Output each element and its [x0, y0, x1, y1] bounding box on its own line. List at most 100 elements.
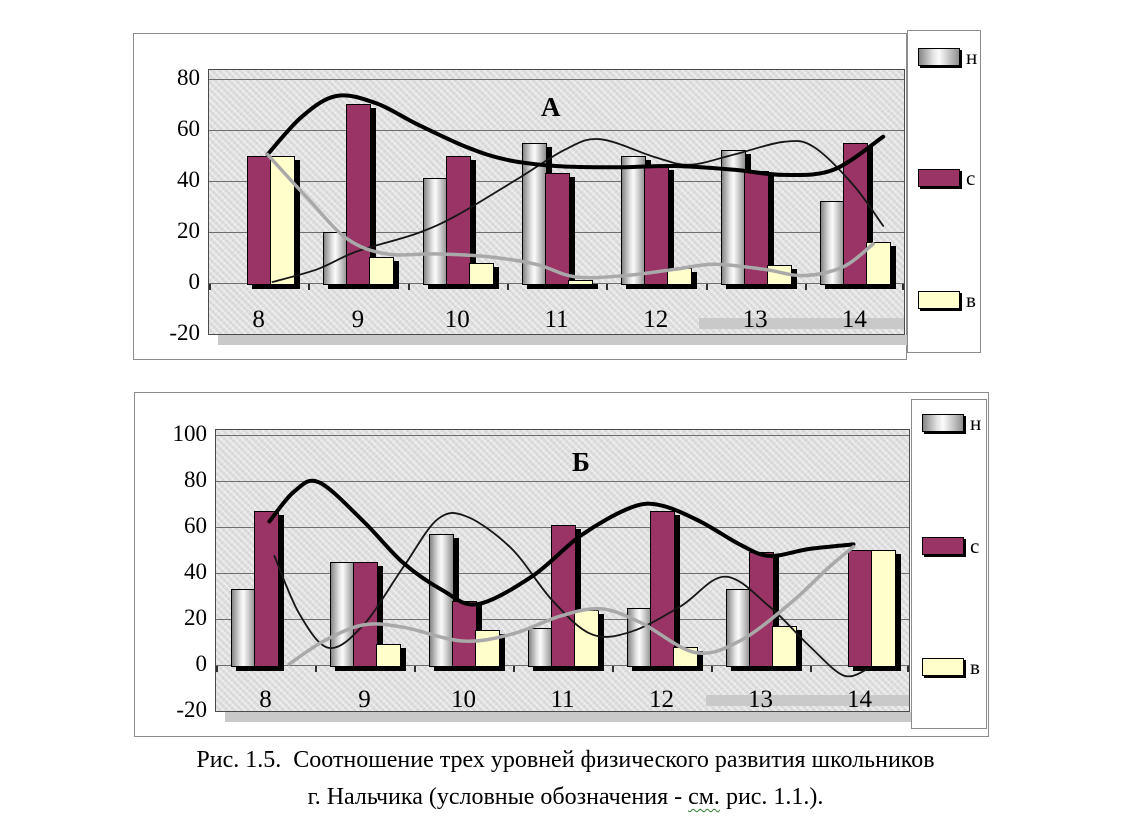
- legend-label-в: в: [970, 655, 980, 679]
- bar-с-11: [551, 525, 576, 667]
- y-tick-label: 60: [184, 513, 207, 538]
- bar-в-10: [468, 263, 494, 285]
- y-tick-label: -20: [176, 697, 207, 722]
- x-tick-label: 12: [643, 306, 669, 333]
- x-tick-label: 11: [544, 306, 569, 333]
- plot-floor-shadow: [699, 318, 904, 329]
- y-tick-label: 0: [188, 269, 201, 294]
- x-axis-tick: [810, 666, 812, 672]
- bar-с-11: [545, 173, 570, 285]
- bar-н-10: [422, 178, 448, 285]
- bar-в-8: [270, 156, 296, 285]
- y-tick-label: 100: [172, 421, 208, 446]
- x-axis-tick: [308, 284, 311, 290]
- bar-н-13: [720, 150, 746, 285]
- legend-label-с: с: [966, 166, 976, 190]
- x-axis-tick: [902, 284, 904, 290]
- bar-в-9: [376, 644, 401, 667]
- bar-с-10: [445, 156, 471, 285]
- gridline-80: [209, 79, 904, 80]
- x-axis-tick: [513, 666, 515, 672]
- bar-в-13: [766, 265, 792, 285]
- x-axis-tick: [804, 284, 807, 290]
- y-tick-label: -20: [169, 320, 200, 345]
- x-tick-label: 8: [252, 306, 265, 333]
- x-axis-tick: [506, 284, 509, 290]
- legend-swatch-в: [918, 291, 960, 309]
- caption-line-2-pre: г. Нальчика (условные обозначения -: [307, 784, 689, 810]
- bar-н-12: [627, 608, 652, 667]
- plot-area-А: 8 9 10 11 12 13 14 А: [208, 69, 905, 335]
- y-tick-label: 20: [184, 605, 207, 630]
- bar-н-8: [231, 589, 256, 667]
- y-tick-label: 40: [177, 167, 200, 192]
- x-axis-tick: [407, 284, 410, 290]
- legend-swatch-с: [922, 537, 964, 555]
- y-tick-label: 80: [177, 65, 200, 90]
- chart-panel-a: 8 9 10 11 12 13 14 А 80 60 40 20 0 -20: [133, 33, 913, 360]
- legend-b: н с в: [911, 399, 987, 729]
- bar-в-14: [871, 550, 896, 667]
- x-tick-label: 8: [259, 686, 272, 713]
- x-tick-label: 14: [841, 306, 867, 333]
- gridline-60: [209, 130, 904, 131]
- caption-line-2-post: рис. 1.1.).: [719, 784, 824, 810]
- spellchecked-word: см.: [688, 784, 720, 810]
- bar-н-10: [429, 534, 454, 667]
- x-tick-label: 14: [847, 686, 872, 713]
- gridline-100: [216, 435, 909, 436]
- legend-label-с: с: [970, 534, 980, 558]
- gridline-80: [216, 481, 909, 482]
- x-tick-label: 9: [351, 306, 365, 333]
- x-axis-tick: [414, 666, 416, 672]
- bar-с-9: [353, 562, 378, 667]
- x-tick-label: 10: [451, 686, 476, 713]
- bar-н-13: [726, 589, 751, 667]
- bar-н-9: [323, 232, 349, 285]
- bar-с-9: [346, 104, 372, 285]
- bar-в-13: [772, 626, 797, 667]
- x-tick-label: 9: [358, 686, 371, 713]
- x-axis-tick: [907, 666, 909, 672]
- bar-н-9: [330, 562, 355, 667]
- x-axis-tick: [315, 666, 317, 672]
- legend-a: н с в: [907, 30, 981, 353]
- bar-в-11: [568, 280, 593, 285]
- legend-label-в: в: [966, 288, 976, 312]
- bar-н-14: [819, 201, 845, 285]
- panel-label-А: А: [541, 92, 561, 122]
- figure-caption: Рис. 1.5. Соотношение трех уровней физич…: [0, 742, 1131, 816]
- legend-swatch-н: [918, 48, 960, 66]
- x-axis-tick: [711, 666, 713, 672]
- y-tick-label: 40: [184, 559, 207, 584]
- x-tick-label: 11: [550, 686, 575, 713]
- y-tick-label: 20: [177, 218, 200, 243]
- x-tick-label: 10: [444, 306, 470, 333]
- bar-н-11: [528, 628, 553, 667]
- bar-с-10: [452, 601, 477, 667]
- bar-с-14: [842, 143, 868, 285]
- bar-н-12: [621, 156, 647, 285]
- bar-в-11: [574, 610, 599, 667]
- plot-floor-shadow: [706, 695, 909, 706]
- y-tick-label: 0: [195, 651, 208, 676]
- panel-label-Б: Б: [572, 447, 590, 477]
- bar-в-12: [667, 268, 693, 285]
- bar-с-12: [650, 511, 675, 667]
- x-axis-tick: [216, 666, 218, 672]
- bar-в-14: [865, 242, 891, 285]
- plot-area-Б: 8 9 10 11 12 13 14 Б: [215, 429, 910, 713]
- legend-swatch-н: [922, 414, 964, 432]
- x-axis-tick: [705, 284, 708, 290]
- legend-label-н: н: [966, 45, 978, 69]
- bar-с-13: [743, 171, 769, 285]
- bar-в-12: [673, 647, 698, 667]
- x-tick-label: 12: [649, 686, 674, 713]
- chart-panel-b: 8 9 10 11 12 13 14 Б 100 80 60 40 20 0 -20: [134, 392, 989, 737]
- plot-drop-shadow: [218, 335, 913, 345]
- legend-swatch-в: [922, 658, 964, 676]
- legend-swatch-с: [918, 169, 960, 187]
- bar-с-13: [749, 552, 774, 667]
- bar-в-9: [369, 257, 395, 285]
